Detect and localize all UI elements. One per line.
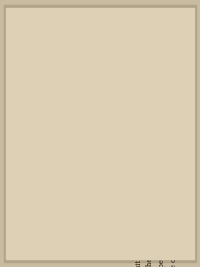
Text: 1000V: 1000V <box>57 37 77 42</box>
Text: C: C <box>41 197 46 205</box>
Text: Q2. An RC circuit with a 1000 V battery is connected to a fluorescent lamp as sh: Q2. An RC circuit with a 1000 V battery … <box>135 24 189 267</box>
Text: S: S <box>11 82 15 90</box>
Text: R: R <box>87 100 92 108</box>
